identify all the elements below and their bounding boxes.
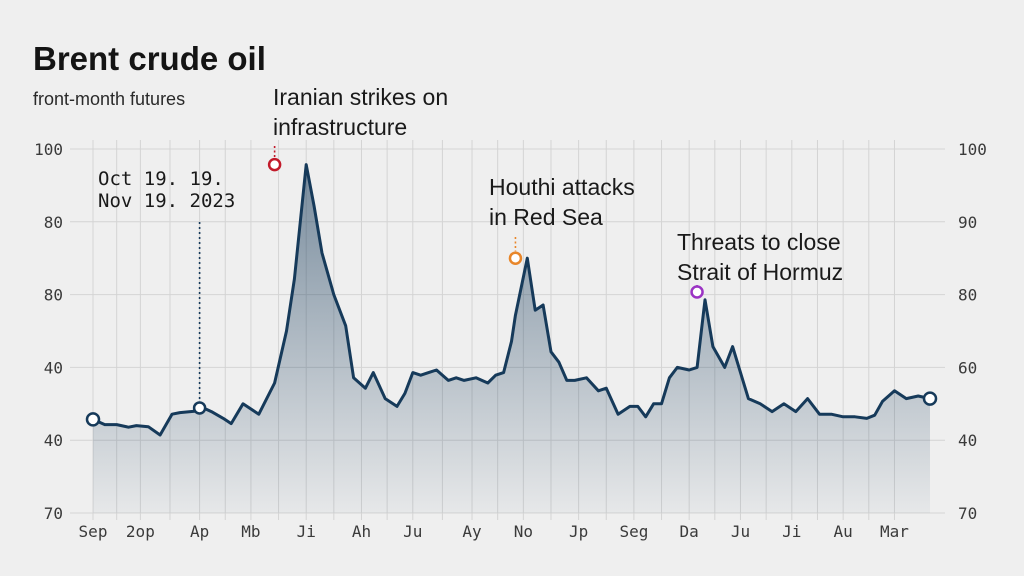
x-tick-label: Ji <box>297 522 316 541</box>
series-area <box>93 164 930 513</box>
axes: 100 100 80 90 80 80 40 60 40 40 70 70 Sep 2op Ap Mb Ji Ah… <box>34 140 987 541</box>
x-tick-label: Jp <box>569 522 588 541</box>
x-tick-label: Ju <box>403 522 422 541</box>
annotation-label: Houthi attacks <box>489 174 635 200</box>
y-tick-right: 40 <box>958 431 977 450</box>
annotation-marker <box>267 157 282 172</box>
y-tick-right: 80 <box>958 286 977 305</box>
x-tick-label: Ap <box>190 522 209 541</box>
y-tick-left: 40 <box>44 358 63 377</box>
annotation-label: infrastructure <box>273 114 407 140</box>
annotation-label: Strait of Hormuz <box>677 259 843 285</box>
x-tick-label: Ah <box>352 522 371 541</box>
x-tick-label: Seg <box>619 522 648 541</box>
area-fill <box>93 164 930 513</box>
chart-title: Brent crude oil <box>33 40 266 77</box>
chart-subtitle: front-month futures <box>33 89 185 109</box>
x-tick-label: Ju <box>731 522 750 541</box>
annotation-label: Iranian strikes on <box>273 84 448 110</box>
start-point-marker <box>85 412 101 427</box>
x-tick-label: 2op <box>126 522 155 541</box>
annotations: Oct 19. 19.Nov 19. 2023 Iranian strikes o… <box>98 84 843 415</box>
series-line-path <box>91 163 932 437</box>
y-tick-left: 70 <box>44 504 63 523</box>
annotation-label: in Red Sea <box>489 204 603 230</box>
y-tick-left: 40 <box>44 431 63 450</box>
annotation-marker <box>508 251 523 265</box>
end-point-marker <box>922 391 938 406</box>
x-tick-label: Da <box>680 522 699 541</box>
x-tick-label: Au <box>834 522 853 541</box>
y-tick-right: 90 <box>958 213 977 232</box>
annotation-label: Nov 19. 2023 <box>98 190 235 212</box>
series-line <box>85 163 938 437</box>
x-tick-label: Sep <box>79 522 108 541</box>
y-tick-right: 100 <box>958 140 987 159</box>
x-tick-label: Mb <box>241 522 260 541</box>
y-tick-right: 60 <box>958 358 977 377</box>
x-tick-label: Mar <box>880 522 909 541</box>
y-tick-right: 70 <box>958 504 977 523</box>
annotation-label: Oct 19. 19. <box>98 168 224 190</box>
y-tick-left: 80 <box>44 213 63 232</box>
annotation-marker <box>192 401 207 415</box>
y-tick-left: 100 <box>34 140 63 159</box>
y-tick-left: 80 <box>44 286 63 305</box>
annotation-label: Threats to close <box>677 229 841 255</box>
x-tick-label: Ay <box>462 522 482 541</box>
annotation-marker <box>690 285 704 299</box>
x-tick-label: Ji <box>782 522 801 541</box>
x-tick-label: No <box>514 522 533 541</box>
